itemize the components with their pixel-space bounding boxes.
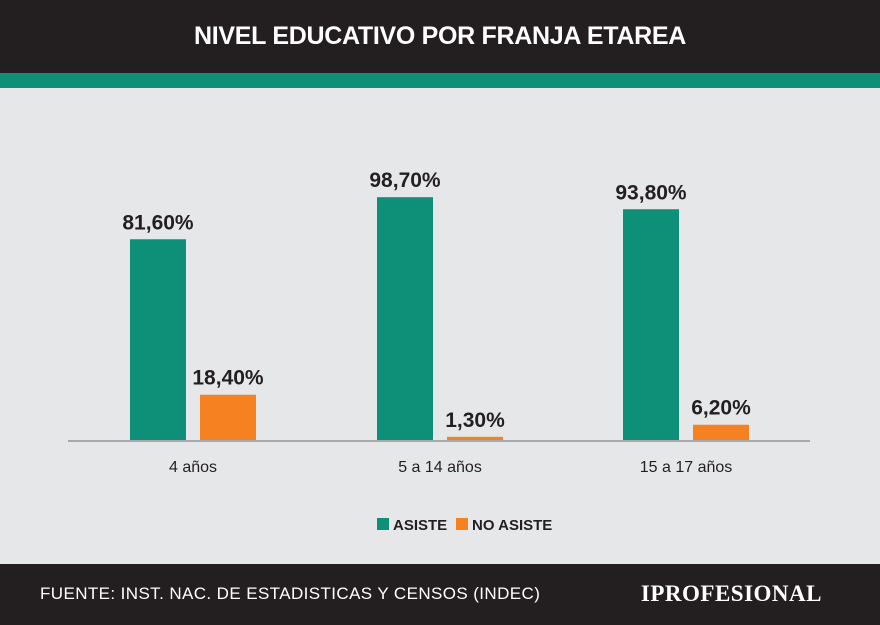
x-tick-label-2: 5 a 14 años [398,459,482,476]
bar-chart: 81,60% 18,40% 4 años 98,70% 1,30% 5 a 14 años… [68,169,810,534]
accent-stripe [0,73,880,88]
bar-no-asiste-2 [447,436,503,440]
x-tick-label-3: 15 a 17 años [640,459,733,476]
label-no-asiste-2: 1,30% [445,409,505,432]
bar-asiste-2 [377,197,433,440]
bar-asiste-3 [623,209,679,440]
chart-title: NIVEL EDUCATIVO POR FRANJA ETAREA [194,22,686,50]
bar-asiste-1 [130,239,186,440]
legend-swatch-asiste [377,518,389,530]
bar-no-asiste-3 [693,424,749,440]
label-asiste-2: 98,70% [369,169,441,192]
legend-label-asiste: ASISTE [393,517,447,534]
source-text: FUENTE: INST. NAC. DE ESTADISTICAS Y CEN… [40,584,541,603]
label-no-asiste-1: 18,40% [192,367,264,390]
brand-logo: IPROFESIONAL [640,581,822,606]
label-asiste-1: 81,60% [122,211,194,234]
label-asiste-3: 93,80% [615,181,687,204]
header-bar: NIVEL EDUCATIVO POR FRANJA ETAREA [0,0,880,73]
legend-swatch-no-asiste [456,518,468,530]
footer-bar: FUENTE: INST. NAC. DE ESTADISTICAS Y CEN… [0,564,880,625]
x-tick-label-1: 4 años [169,459,217,476]
label-no-asiste-3: 6,20% [691,397,751,420]
legend-label-no-asiste: NO ASISTE [472,517,552,534]
bar-no-asiste-1 [200,394,256,440]
